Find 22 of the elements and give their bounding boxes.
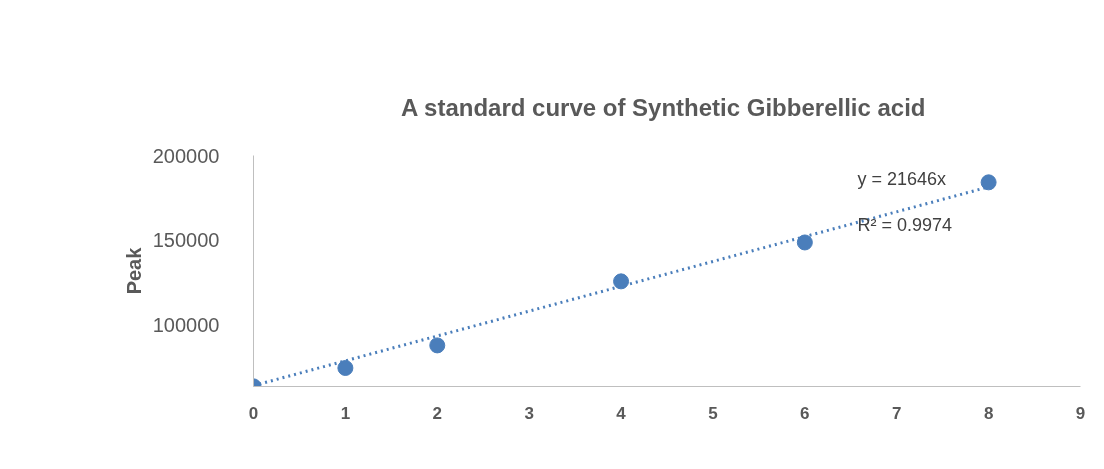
x-tick-label: 4 xyxy=(616,403,627,423)
point xyxy=(337,360,354,376)
chart-title: A standard curve of Synthetic Gibberellic acid xyxy=(400,93,926,121)
x-tick-label: 2 xyxy=(432,403,443,423)
y-tick-label: 100000 xyxy=(152,314,220,337)
x-tick-label: 1 xyxy=(340,403,351,423)
x-tick-label: 5 xyxy=(708,403,718,423)
point xyxy=(796,234,813,251)
y-tick-label: 200000 xyxy=(152,144,220,167)
x-tick-label: 9 xyxy=(1075,403,1086,423)
annotation: y = 21646x xyxy=(857,168,947,189)
x-tick-label: 7 xyxy=(891,403,902,423)
point xyxy=(980,174,997,191)
x-tick-label: 8 xyxy=(983,403,994,423)
x-tick-label: 6 xyxy=(800,403,810,423)
y-tick-label: 150000 xyxy=(152,229,220,252)
point xyxy=(429,337,446,354)
y-axis-title: Peak xyxy=(122,246,145,295)
point xyxy=(613,273,630,290)
x-tick-label: 3 xyxy=(524,403,534,423)
annotation: R² = 0.9974 xyxy=(857,214,953,235)
x-tick-label: 0 xyxy=(248,403,259,423)
